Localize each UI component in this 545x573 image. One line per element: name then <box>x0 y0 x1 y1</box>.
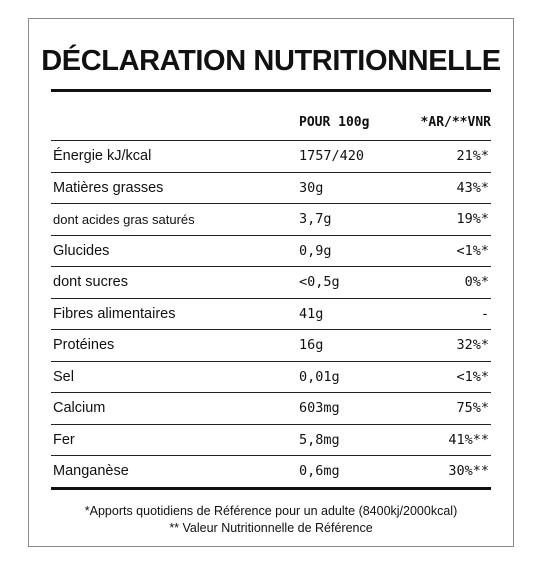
nutrient-value: 41g <box>299 305 324 322</box>
nutrient-label: Matières grasses <box>53 179 164 196</box>
table-row: Glucides 0,9g <1%* <box>51 236 491 267</box>
footnote-vnr: ** Valeur Nutritionnelle de Référence <box>169 521 373 535</box>
nutrition-table: Énergie kJ/kcal 1757/420 21%* Matières gras… <box>51 140 491 490</box>
table-row: Sel 0,01g <1%* <box>51 362 491 393</box>
nutrient-value: 0,9g <box>299 242 332 259</box>
nutrient-ar: 0%* <box>464 274 489 290</box>
nutrient-ar: 41%** <box>448 431 489 448</box>
column-header-ar-vnr: *AR/**VNR <box>420 115 491 130</box>
table-row: Matières grasses 30g 43%* <box>51 173 491 204</box>
nutrient-value: <0,5g <box>299 274 340 290</box>
table-row: Calcium 603mg 75%* <box>51 393 491 425</box>
nutrient-ar: 30%** <box>448 463 489 479</box>
nutrient-value: 1757/420 <box>299 148 365 164</box>
nutrient-value: 603mg <box>299 400 340 416</box>
nutrient-value: 0,01g <box>299 368 340 385</box>
footnote-ar: *Apports quotidiens de Référence pour un… <box>84 504 458 518</box>
nutrient-label: Fer <box>53 431 75 448</box>
nutrient-label: Protéines <box>53 337 115 353</box>
nutrient-label: Manganèse <box>53 463 129 479</box>
nutrient-value: 0,6mg <box>299 463 340 479</box>
nutrient-ar: <1%* <box>456 242 489 259</box>
table-row: dont acides gras saturés 3,7g 19%* <box>51 204 491 236</box>
nutrient-ar: 19%* <box>456 211 489 227</box>
nutrient-label: Énergie kJ/kcal <box>53 148 152 164</box>
nutrient-value: 16g <box>299 337 324 353</box>
table-row: Fer 5,8mg 41%** <box>51 425 491 456</box>
table-row: Protéines 16g 32%* <box>51 330 491 362</box>
page-title: DÉCLARATION NUTRITIONNELLE <box>41 45 501 77</box>
nutrient-label: Fibres alimentaires <box>53 305 176 322</box>
title-divider <box>51 89 491 92</box>
nutrient-value: 30g <box>299 179 324 196</box>
nutrient-ar: - <box>480 305 489 322</box>
table-row: Fibres alimentaires 41g - <box>51 299 491 330</box>
nutrition-panel: DÉCLARATION NUTRITIONNELLE POUR 100g *AR… <box>28 18 514 547</box>
nutrient-value: 5,8mg <box>299 431 340 448</box>
nutrient-label: dont sucres <box>53 274 128 290</box>
nutrient-ar: 75%* <box>456 400 489 416</box>
nutrient-ar: <1%* <box>456 368 489 385</box>
nutrient-ar: 21%* <box>456 148 489 164</box>
nutrient-label: Sel <box>53 368 74 385</box>
table-row: Énergie kJ/kcal 1757/420 21%* <box>51 141 491 173</box>
footnotes: *Apports quotidiens de Référence pour un… <box>29 503 513 537</box>
column-header-per-100g: POUR 100g <box>299 115 370 130</box>
nutrient-label: Glucides <box>53 242 110 259</box>
nutrient-ar: 32%* <box>456 337 489 353</box>
nutrient-label: Calcium <box>53 400 106 416</box>
nutrient-ar: 43%* <box>456 179 489 196</box>
nutrient-label: dont acides gras saturés <box>53 212 195 227</box>
table-row: dont sucres <0,5g 0%* <box>51 267 491 299</box>
table-row: Manganèse 0,6mg 30%** <box>51 456 491 490</box>
nutrient-value: 3,7g <box>299 211 332 227</box>
